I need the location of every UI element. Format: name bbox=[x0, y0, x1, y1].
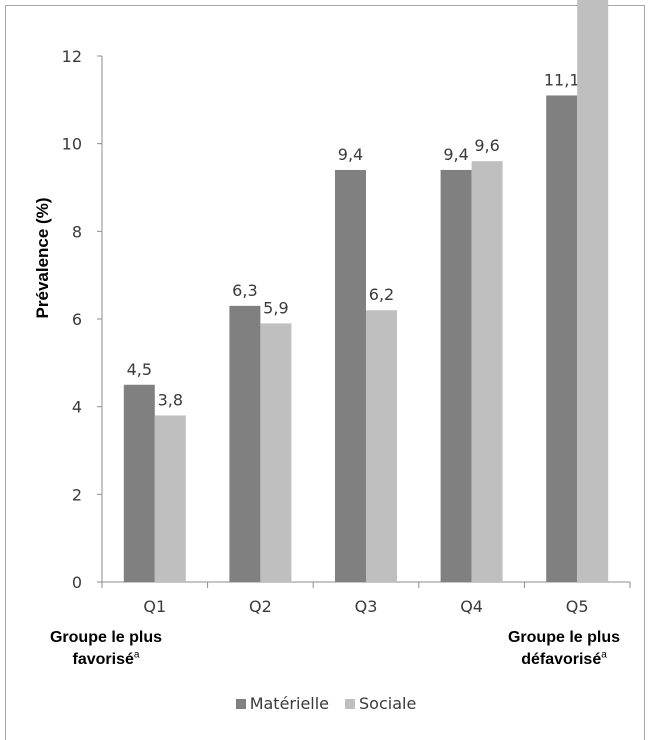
y-tick-label: 2 bbox=[72, 485, 82, 504]
x-tick-label: Q1 bbox=[143, 597, 166, 616]
data-label: 9,6 bbox=[474, 136, 499, 155]
y-tick-label: 4 bbox=[72, 398, 82, 417]
bar-materielle bbox=[335, 169, 366, 582]
data-label: 6,2 bbox=[369, 285, 394, 304]
y-tick-label: 6 bbox=[72, 310, 82, 329]
bar-materielle bbox=[123, 384, 155, 582]
x-tick-label: Q4 bbox=[460, 597, 483, 616]
data-label: 4,5 bbox=[127, 360, 152, 379]
bar-sociale bbox=[260, 323, 292, 582]
x-tick-label: Q3 bbox=[355, 597, 378, 616]
y-tick-label: 10 bbox=[62, 135, 82, 154]
bar-sociale bbox=[471, 161, 503, 582]
y-tick-label: 8 bbox=[72, 222, 82, 241]
legend-label-sociale: Sociale bbox=[359, 694, 417, 713]
bar-sociale bbox=[577, 0, 609, 582]
bar-materielle bbox=[229, 305, 261, 582]
legend-swatch-materielle bbox=[235, 698, 246, 709]
legend-item-sociale: Sociale bbox=[345, 694, 416, 713]
bar-materielle bbox=[546, 95, 578, 582]
data-label: 9,4 bbox=[443, 145, 468, 164]
left-note-superscript: a bbox=[133, 649, 140, 661]
legend: Matérielle Sociale bbox=[0, 694, 652, 713]
x-tick-label: Q2 bbox=[249, 597, 272, 616]
chart-frame bbox=[5, 5, 645, 740]
bar-sociale bbox=[154, 415, 186, 582]
data-label: 5,9 bbox=[263, 298, 288, 317]
data-label: 3,8 bbox=[158, 390, 183, 409]
right-note-line2: défavorisé bbox=[521, 651, 602, 668]
right-group-note: Groupe le plus défavoriséa bbox=[484, 627, 644, 671]
left-note-line2: favorisé bbox=[72, 651, 134, 668]
left-note-line1: Groupe le plus bbox=[49, 629, 162, 646]
data-label: 11,1 bbox=[544, 70, 580, 89]
y-tick-label: 0 bbox=[72, 573, 82, 592]
bar-sociale bbox=[366, 310, 397, 582]
left-group-note: Groupe le plus favoriséa bbox=[21, 627, 191, 671]
bar-materielle bbox=[440, 169, 472, 582]
y-tick-label: 12 bbox=[62, 47, 82, 66]
legend-swatch-sociale bbox=[345, 698, 356, 709]
x-tick-label: Q5 bbox=[566, 597, 589, 616]
data-label: 6,3 bbox=[232, 281, 257, 300]
legend-item-materielle: Matérielle bbox=[235, 694, 330, 713]
right-note-superscript: a bbox=[601, 649, 607, 661]
legend-label-materielle: Matérielle bbox=[249, 694, 330, 713]
right-note-line1: Groupe le plus bbox=[507, 629, 620, 646]
y-axis-label: Prévalence (%) bbox=[33, 198, 52, 319]
data-label: 9,4 bbox=[338, 145, 363, 164]
